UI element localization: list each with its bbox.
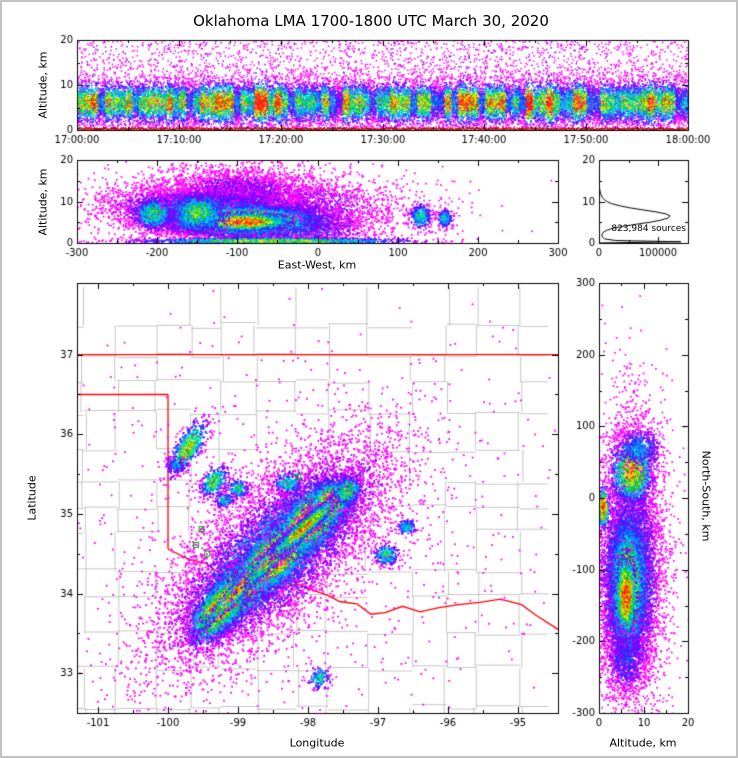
- latitude-axis-label: Latitude: [25, 475, 39, 521]
- northsouth-panel-altitude-axis-label: Altitude, km: [609, 736, 677, 750]
- longitude-axis-label: Longitude: [289, 736, 345, 750]
- northsouth-axis-label: North-South, km: [699, 450, 713, 542]
- eastwest-panel-altitude-axis-label: Altitude, km: [36, 168, 50, 236]
- eastwest-axis-label: East-West, km: [277, 258, 357, 272]
- figure-title: Oklahoma LMA 1700-1800 UTC March 30, 202…: [193, 12, 549, 30]
- time-panel-altitude-axis-label: Altitude, km: [36, 51, 50, 119]
- sources-count-annotation: 823,984 sources: [611, 224, 686, 234]
